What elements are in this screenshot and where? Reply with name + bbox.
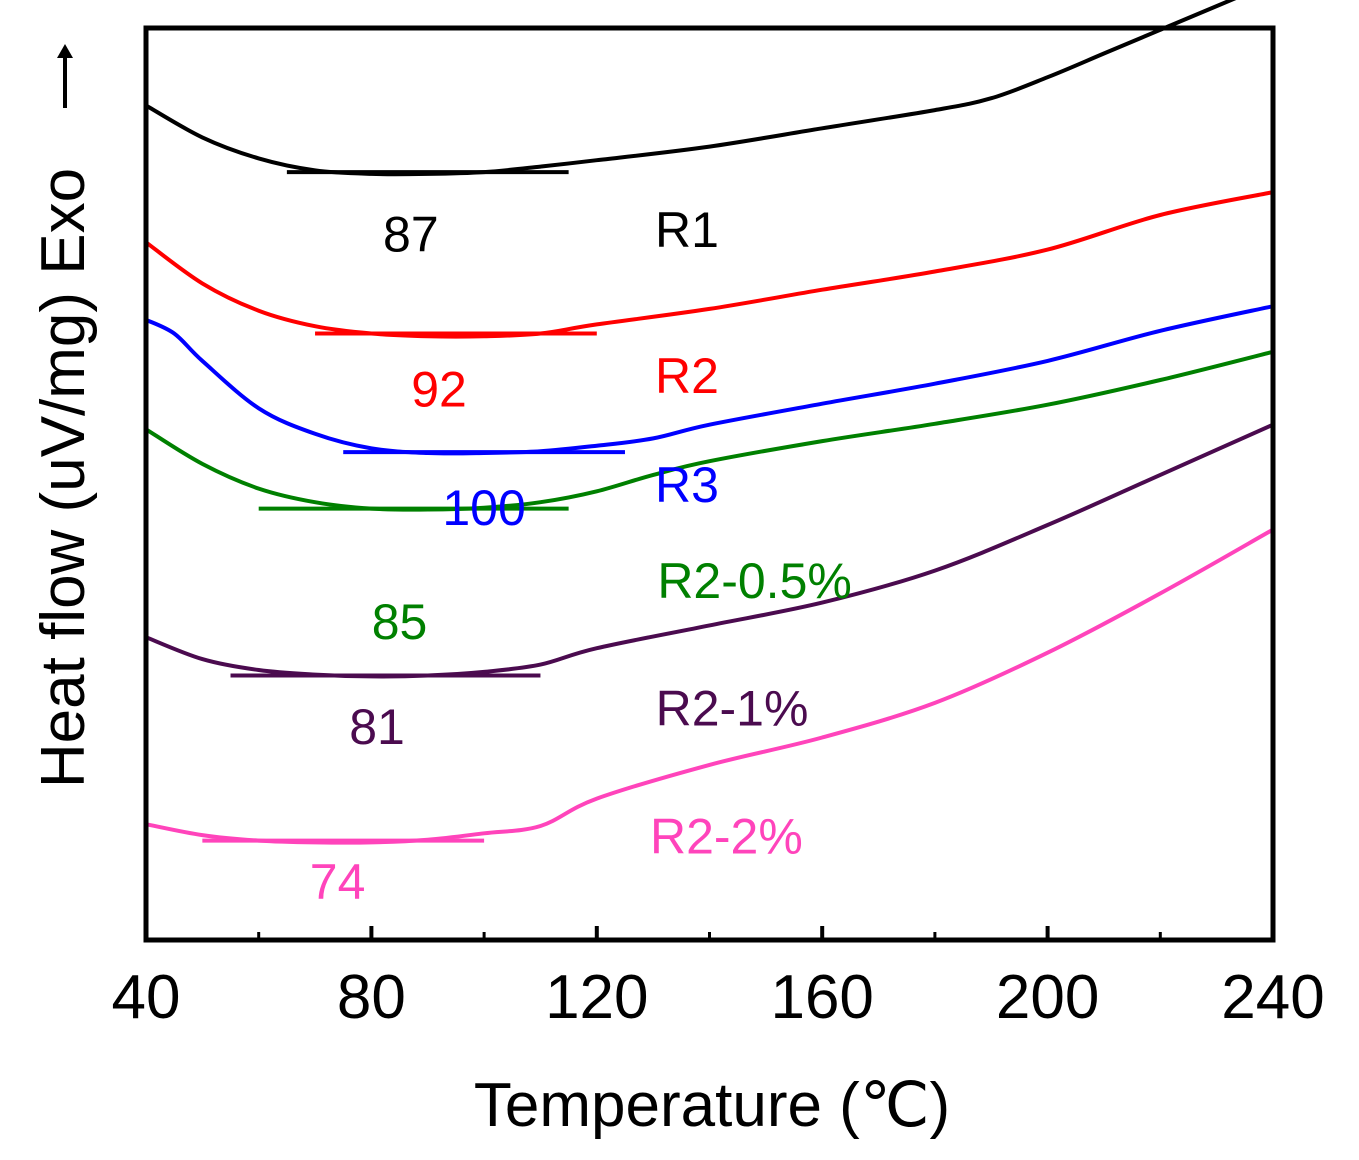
x-tick-label: 240 [1221,963,1324,1032]
x-tick-label: 200 [996,963,1099,1032]
tg-label-r3: 100 [442,480,525,536]
series-layer [144,0,1275,845]
x-tick-label: 120 [545,963,648,1032]
tg-label-r2-0-5: 85 [372,594,428,650]
series-label-r3: R3 [655,457,719,513]
x-tick-label: 160 [770,963,873,1032]
tg-label-r1: 87 [383,206,439,262]
series-line-r3 [144,304,1275,456]
series-label-r2: R2 [655,348,719,404]
series-label-r1: R1 [655,202,719,258]
series-line-r2-0-5 [144,349,1275,512]
tg-label-r2: 92 [411,361,467,417]
x-tick-label: 80 [337,963,406,1032]
up-arrow-icon [57,44,73,58]
x-tick-label: 40 [112,963,181,1032]
series-label-r2-0-5: R2-0.5% [657,553,852,609]
label-layer: 87 R1 92 R2 100 R3 85 R2-0.5% 81 R2-1% 74 R2-2% [310,202,852,910]
tick-layer: 40 80 120 160 200 240 [112,926,1325,1032]
series-label-r2-1: R2-1% [656,681,809,737]
x-axis-title: Temperature (℃) [474,1071,950,1140]
y-axis-title: Heat flow (uV/mg) Exo [29,168,98,788]
series-label-r2-2: R2-2% [650,808,803,864]
series-line-r2 [144,190,1275,339]
y-axis-arrow [57,44,73,108]
tg-label-r2-1: 81 [349,699,405,755]
tg-label-r2-2: 74 [310,854,366,910]
